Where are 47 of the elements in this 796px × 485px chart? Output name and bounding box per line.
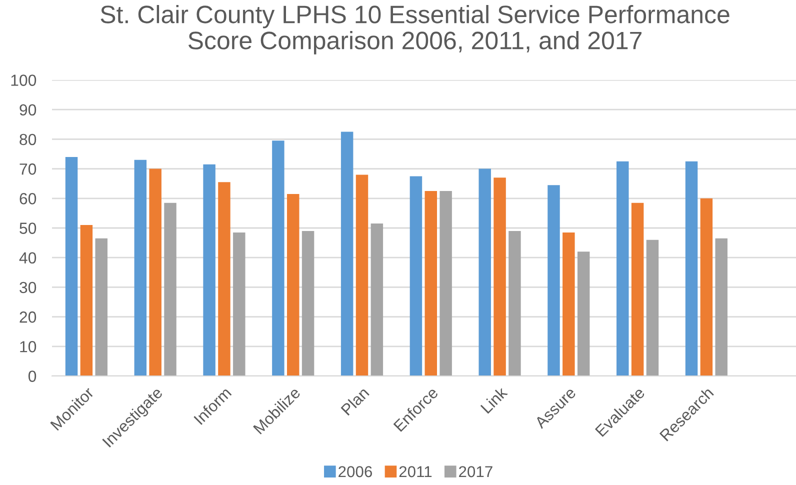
bar bbox=[700, 198, 713, 376]
y-tick-label: 40 bbox=[19, 252, 36, 264]
bar bbox=[508, 230, 521, 376]
bar bbox=[548, 185, 560, 376]
bar bbox=[286, 194, 300, 376]
x-tick-label: Plan bbox=[340, 386, 370, 416]
bar bbox=[478, 168, 491, 376]
bar bbox=[410, 176, 422, 376]
bar bbox=[715, 238, 728, 376]
bar bbox=[272, 140, 284, 376]
y-tick-label: 90 bbox=[20, 104, 36, 116]
bar bbox=[562, 232, 575, 376]
bar bbox=[65, 156, 78, 376]
bar bbox=[203, 164, 216, 376]
bar bbox=[494, 178, 506, 376]
bar bbox=[302, 230, 314, 376]
bar bbox=[577, 252, 590, 376]
bar bbox=[149, 168, 162, 376]
y-tick-label: 50 bbox=[20, 222, 36, 234]
y-tick-label: 30 bbox=[20, 282, 36, 294]
y-tick-label: 60 bbox=[20, 193, 36, 204]
bar bbox=[646, 240, 659, 376]
bar bbox=[685, 161, 698, 376]
y-tick-label: 20 bbox=[20, 311, 36, 323]
y-tick-label: 70 bbox=[20, 163, 36, 175]
bar bbox=[356, 174, 368, 376]
bar bbox=[424, 191, 438, 376]
bar bbox=[440, 191, 452, 376]
y-tick-label: 100 bbox=[11, 74, 36, 86]
bar bbox=[80, 225, 93, 376]
bar bbox=[631, 202, 644, 376]
bar bbox=[340, 132, 354, 376]
y-tick-label: 80 bbox=[20, 134, 36, 146]
legend-label: 2006 bbox=[338, 466, 372, 478]
chart-title: St. Clair County LPHS 10 Essential Service Performance Score Comparison 2006, 2011, and 2017 bbox=[100, 5, 730, 54]
bar bbox=[233, 232, 246, 376]
y-tick-label: 0 bbox=[28, 370, 36, 382]
bar bbox=[218, 182, 230, 376]
bar bbox=[164, 202, 176, 376]
bar bbox=[616, 161, 629, 376]
bar bbox=[370, 224, 384, 376]
y-tick-label: 10 bbox=[20, 341, 36, 352]
x-tick-label: Link bbox=[480, 386, 508, 414]
bar bbox=[134, 160, 147, 376]
bar bbox=[95, 238, 108, 376]
legend-label: 2017 bbox=[459, 466, 492, 478]
legend-label: 2011 bbox=[399, 466, 432, 478]
